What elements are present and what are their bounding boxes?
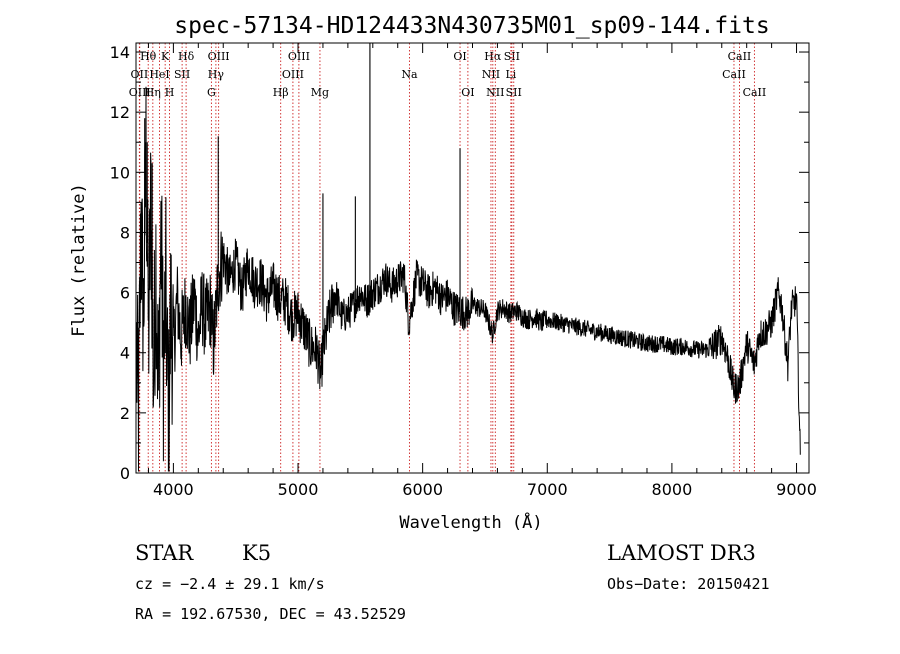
object-subclass: K5 <box>242 541 271 565</box>
line-marker-label: K <box>161 50 170 63</box>
survey-name: LAMOST DR3 <box>607 541 756 565</box>
obs-date: Obs−Date: 20150421 <box>607 575 770 593</box>
line-marker-label: SII <box>174 68 190 81</box>
line-marker-label: CaII <box>722 68 746 81</box>
line-marker-label: G <box>207 86 216 99</box>
line-marker-label: Hθ <box>140 50 157 63</box>
x-tick-label: 8000 <box>652 480 693 499</box>
line-marker-label: Mg <box>311 86 329 99</box>
line-marker-label: SII <box>504 50 520 63</box>
y-tick-label: 2 <box>120 404 130 423</box>
x-tick-label: 6000 <box>402 480 443 499</box>
y-tick-label: 6 <box>120 284 130 303</box>
coordinates: RA = 192.67530, DEC = 43.52529 <box>135 605 406 623</box>
line-markers: HθOIIOIIIKHeIHηHδSIIHOIIIHγGOIIIOIIIHβMg… <box>129 43 767 473</box>
line-marker-label: Li <box>505 68 516 81</box>
x-tick-label: 4000 <box>153 480 194 499</box>
line-marker-label: Hδ <box>178 50 195 63</box>
line-marker-label: OIII <box>129 86 151 99</box>
x-tick-label: 9000 <box>776 480 817 499</box>
line-marker-label: SII <box>506 86 522 99</box>
line-marker-label: CaII <box>728 50 752 63</box>
y-tick-label: 4 <box>120 344 130 363</box>
y-tick-label: 14 <box>110 43 130 62</box>
spectrum-line <box>136 86 801 472</box>
axes: 4000 5000 6000 7000 8000 9000 0 2 4 6 8 10 12 14 <box>110 43 817 499</box>
line-marker-label: NII <box>482 68 500 81</box>
line-marker-label: Na <box>401 68 418 81</box>
spectrum-trace <box>136 43 801 472</box>
chart-title: spec-57134-HD124433N430735M01_sp09-144.f… <box>174 13 769 39</box>
y-tick-label: 8 <box>120 223 130 242</box>
plot-frame <box>135 42 810 474</box>
line-marker-label: HeI <box>149 68 169 81</box>
line-marker-label: NII <box>486 86 504 99</box>
line-marker-label: OIII <box>288 50 310 63</box>
line-marker-label: Hα <box>484 50 502 63</box>
line-marker-label: OIII <box>282 68 304 81</box>
y-axis-title: Flux (relative) <box>69 183 89 337</box>
y-tick-label: 0 <box>120 464 130 483</box>
line-marker-label: Hη <box>145 86 161 99</box>
line-marker-label: CaII <box>743 86 767 99</box>
line-marker-label: OI <box>453 50 466 63</box>
object-class: STAR <box>135 541 194 565</box>
line-marker-label: OI <box>461 86 474 99</box>
y-tick-label: 10 <box>110 163 130 182</box>
line-marker-label: Hβ <box>273 86 289 99</box>
line-marker-label: OIII <box>208 50 230 63</box>
y-tick-label: 12 <box>110 103 130 122</box>
x-tick-label: 7000 <box>527 480 568 499</box>
line-marker-label: Hγ <box>208 68 225 81</box>
x-axis-title: Wavelength (Å) <box>399 511 542 533</box>
line-marker-label: H <box>165 86 175 99</box>
redshift-cz: cz = −2.4 ± 29.1 km/s <box>135 575 325 593</box>
x-tick-label: 5000 <box>278 480 319 499</box>
